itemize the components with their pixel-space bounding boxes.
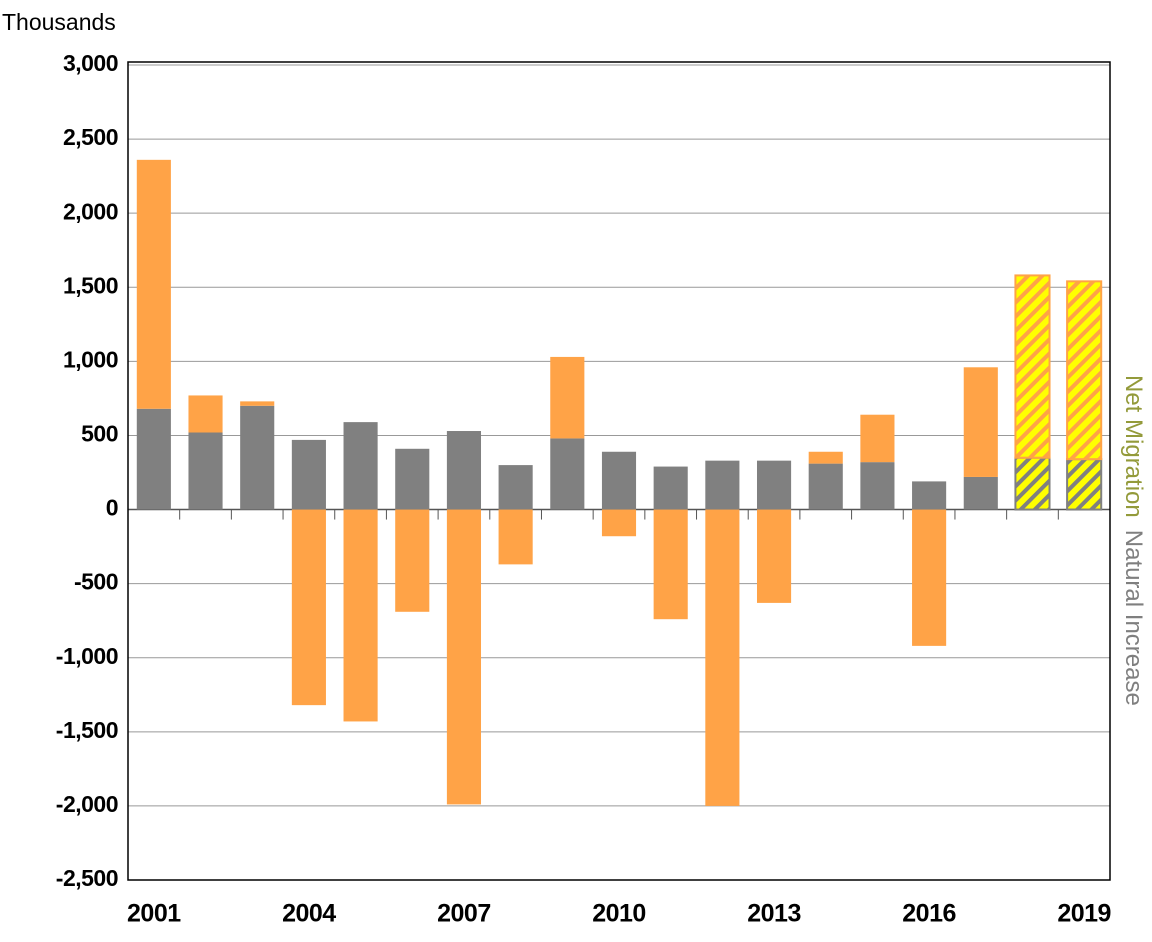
- bar: [550, 438, 585, 510]
- x-tick-label: 2010: [592, 900, 646, 928]
- bar: [395, 509, 430, 612]
- bar: [136, 159, 171, 409]
- bar: [1014, 456, 1051, 511]
- bar: [705, 509, 740, 806]
- x-tick-label: 2004: [282, 900, 336, 928]
- x-tick-label: 2001: [127, 900, 181, 928]
- bar: [860, 414, 895, 463]
- bar: [963, 367, 998, 477]
- bar: [240, 401, 275, 406]
- y-tick-label: -2,500: [56, 865, 118, 891]
- y-tick-label: -1,500: [56, 717, 118, 743]
- bar: [653, 509, 688, 620]
- bar: [808, 463, 843, 510]
- bar: [912, 509, 947, 646]
- bar: [240, 405, 275, 510]
- y-tick-label: -1,000: [56, 643, 118, 669]
- y-axis-label: Thousands: [2, 9, 116, 35]
- bar: [291, 439, 326, 510]
- bar: [343, 509, 378, 722]
- bar: [498, 465, 533, 510]
- bar: [756, 509, 792, 603]
- legend-label: Natural Increase: [1120, 530, 1147, 706]
- bar: [1014, 274, 1051, 459]
- bar: [601, 451, 637, 510]
- y-tick-label: -2,000: [56, 791, 118, 817]
- bar: [291, 509, 326, 706]
- bar: [446, 509, 482, 805]
- y-tick-label: 2,000: [63, 198, 118, 224]
- bar: [1066, 458, 1103, 511]
- bar: [601, 509, 637, 537]
- legend: Net Migration Natural Increase: [1120, 375, 1147, 706]
- y-tick-label: 1,000: [63, 346, 118, 372]
- bar: [653, 466, 688, 510]
- y-tick-label: 3,000: [63, 50, 118, 76]
- bar: [395, 448, 430, 510]
- bar: [498, 509, 533, 565]
- bar: [808, 451, 843, 464]
- y-tick-label: 500: [81, 421, 118, 447]
- x-tick-label: 2016: [902, 900, 956, 928]
- bar: [446, 431, 482, 510]
- y-tick-label: 1,500: [63, 272, 118, 298]
- y-tick-label: -500: [74, 569, 118, 595]
- bar: [1066, 280, 1103, 461]
- bar: [136, 408, 171, 510]
- bar: [188, 395, 223, 433]
- bar: [550, 356, 585, 439]
- bar: [912, 481, 947, 510]
- bar: [963, 476, 998, 510]
- y-tick-label: 0: [106, 495, 118, 521]
- plot-frame: [127, 61, 1111, 881]
- bar: [705, 460, 740, 510]
- y-tick-label: 2,500: [63, 124, 118, 150]
- bar: [860, 462, 895, 510]
- bar: [756, 460, 792, 510]
- x-tick-label: 2019: [1057, 900, 1111, 928]
- legend-label: Net Migration: [1120, 375, 1147, 518]
- x-tick-label: 2007: [437, 900, 491, 928]
- x-tick-label: 2013: [747, 900, 801, 928]
- bar: [343, 422, 378, 510]
- bar: [188, 432, 223, 510]
